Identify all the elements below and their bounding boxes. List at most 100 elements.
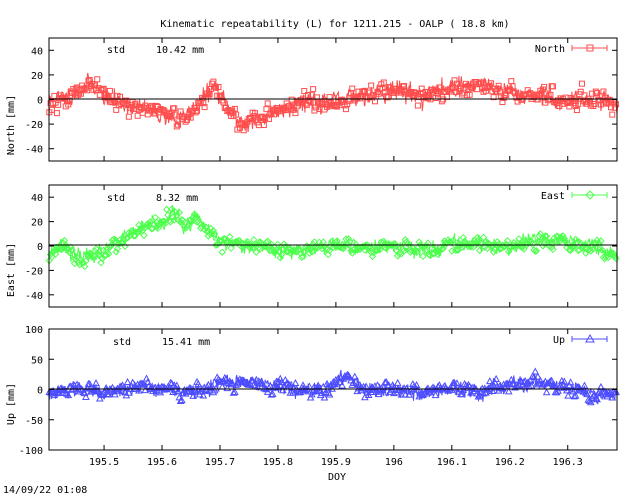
- up-data-point: [574, 383, 583, 391]
- north-data-point: [577, 88, 584, 95]
- north-data-point: [252, 110, 259, 117]
- east-data-point: [227, 244, 235, 252]
- north-data-point: [306, 97, 313, 104]
- east-data-point: [210, 230, 219, 238]
- up-data-point: [138, 379, 147, 387]
- east-data-point: [564, 240, 572, 248]
- east-data-point: [251, 240, 259, 248]
- north-data-point: [193, 107, 200, 114]
- xtick-label: 195.6: [147, 457, 177, 468]
- north-data-point: [369, 92, 376, 99]
- up-data-point: [220, 373, 229, 381]
- east-data-point: [306, 245, 315, 254]
- east-data-point: [136, 226, 144, 234]
- east-data-point: [113, 245, 122, 253]
- east-data-point: [547, 243, 556, 252]
- north-data-point: [175, 121, 182, 128]
- up-data-point: [547, 376, 556, 384]
- east-data-point: [387, 241, 396, 250]
- east-data-point: [401, 235, 409, 244]
- up-data-point: [374, 390, 383, 398]
- up-legend-marker: [571, 333, 608, 343]
- up-data-point: [47, 387, 56, 395]
- up-data-point: [397, 390, 406, 398]
- up-data-point: [229, 388, 238, 396]
- north-data-point: [310, 86, 317, 93]
- up-data-point: [531, 367, 540, 375]
- up-data-point: [453, 379, 461, 387]
- east-data-point: [476, 246, 484, 255]
- up-data-point: [608, 393, 617, 401]
- up-data-point: [289, 388, 297, 396]
- up-data-point: [527, 381, 536, 389]
- east-data-point: [529, 240, 537, 249]
- up-data-point: [441, 384, 450, 392]
- north-data-point: [288, 96, 295, 103]
- east-data-point: [183, 223, 191, 231]
- north-data-point: [380, 79, 387, 86]
- east-data-point: [106, 243, 114, 251]
- east-data-point: [559, 232, 567, 240]
- north-ytick-label: 40: [31, 46, 43, 57]
- east-legend-marker: [571, 190, 608, 200]
- up-data-point: [228, 379, 237, 387]
- east-data-point: [433, 247, 441, 256]
- east-data-point: [324, 250, 332, 259]
- north-data-point: [438, 98, 445, 105]
- east-data-point: [308, 248, 316, 256]
- up-data-point: [488, 386, 497, 394]
- north-data-point: [200, 100, 207, 107]
- east-data-point: [140, 231, 148, 239]
- north-data-point: [263, 106, 270, 113]
- north-data-point: [547, 91, 554, 98]
- north-data-point: [318, 99, 325, 106]
- east-data-point: [452, 246, 460, 255]
- xtick-label: 195.5: [89, 457, 119, 468]
- north-data-point: [187, 114, 194, 121]
- up-data-point: [101, 387, 109, 395]
- up-data-point: [291, 379, 300, 387]
- up-data-point: [492, 374, 500, 382]
- east-series-line: [49, 205, 617, 267]
- up-data-point: [393, 378, 402, 386]
- up-data-point: [352, 377, 360, 385]
- north-panel: -40 -20 0 20 40 North [mm] std 10.42 mm Nort…: [6, 37, 620, 162]
- east-data-point: [144, 219, 152, 228]
- north-data-point: [307, 99, 314, 106]
- up-data-point: [373, 381, 382, 389]
- up-data-point: [315, 386, 324, 394]
- up-data-point: [562, 386, 571, 394]
- north-data-point: [94, 76, 101, 83]
- north-data-point: [301, 88, 308, 95]
- north-data-point: [591, 100, 598, 107]
- north-ytick-label: -40: [25, 145, 43, 156]
- up-data-point: [566, 378, 575, 386]
- east-data-point: [209, 227, 218, 235]
- figure-title: Kinematic repeatability (L) for 1211.215…: [160, 19, 509, 30]
- up-xticks: 195.5 195.6 195.7 195.8 195.9 196 196.1 196.2 19…: [89, 457, 583, 468]
- up-data-point: [246, 379, 254, 387]
- north-ytick-label: -20: [25, 120, 43, 131]
- east-data-point: [154, 224, 162, 233]
- up-data-point: [61, 389, 70, 397]
- east-data-point: [376, 245, 384, 254]
- up-data-point: [349, 378, 358, 386]
- east-data-point: [122, 234, 131, 243]
- east-data-point: [133, 228, 142, 236]
- north-data-point: [436, 84, 443, 91]
- north-data-point: [99, 86, 106, 93]
- east-data-point: [439, 244, 447, 253]
- up-legend-label: Up: [553, 335, 565, 346]
- east-data-point: [430, 249, 439, 258]
- east-data-point: [333, 237, 341, 245]
- east-data-point: [540, 239, 548, 248]
- north-data-point: [399, 83, 406, 90]
- up-data-point: [431, 391, 440, 399]
- xtick-label: 195.7: [205, 457, 235, 468]
- east-data-point: [123, 234, 132, 242]
- east-data-point: [400, 247, 408, 255]
- north-data-point: [495, 82, 502, 89]
- up-data-point: [141, 386, 150, 394]
- up-data-point: [135, 386, 143, 394]
- north-data-point: [104, 94, 111, 101]
